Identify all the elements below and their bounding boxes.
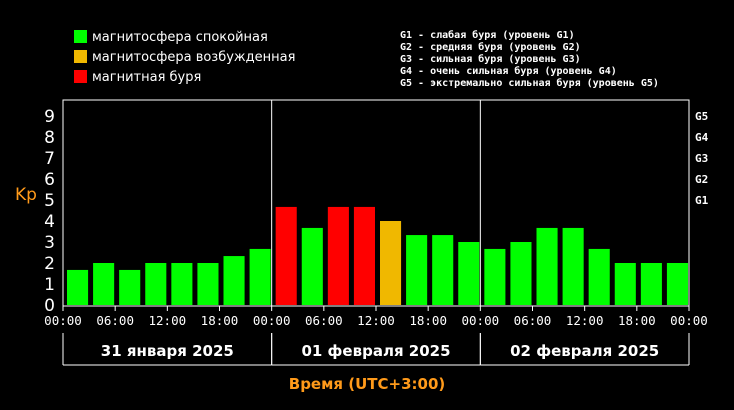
kp-bar (301, 227, 323, 305)
kp-bar (380, 221, 402, 305)
kp-bar (145, 263, 167, 305)
x-ticks: 00:00 06:00 12:00 18:00 00:00 06:00 12:00 18:00… (44, 306, 708, 328)
kp-index-chart: магнитосфера спокойная магнитосфера возб… (15, 29, 709, 393)
y-tick-label: 3 (44, 233, 55, 253)
y-axis-label: Kp (15, 185, 37, 205)
x-tick-label: 06:00 (96, 313, 134, 328)
y-tick-label: 4 (44, 212, 55, 232)
y-tick-label: 1 (44, 275, 55, 295)
x-tick-label: 18:00 (409, 313, 447, 328)
g-scale-g4: G4 - очень сильная буря (уровень G4) (400, 65, 617, 77)
day-label: 01 февраля 2025 (301, 342, 450, 360)
kp-bar (562, 227, 584, 305)
x-axis-label: Время (UTC+3:00) (289, 375, 445, 393)
x-tick-label: 00:00 (44, 313, 82, 328)
y-tick-label: 8 (44, 128, 55, 148)
g-level-label-g2: G2 (695, 173, 708, 186)
day-label: 31 января 2025 (101, 342, 234, 360)
y-tick-label: 5 (44, 191, 55, 211)
x-tick-label: 00:00 (670, 313, 708, 328)
g-level-label-g3: G3 (695, 152, 708, 165)
legend-swatch-quiet (74, 30, 87, 43)
kp-bar (353, 206, 375, 305)
day-dividers (271, 100, 481, 306)
kp-bar (666, 263, 688, 305)
g-scale-g3: G3 - сильная буря (уровень G3) (400, 53, 581, 65)
day-brackets: 31 января 2025 01 февраля 2025 02 февраля … (62, 333, 690, 366)
g-scale-g1: G1 - слабая буря (уровень G1) (400, 29, 575, 41)
kp-bar (510, 242, 532, 305)
kp-bar (484, 248, 506, 305)
legend-label-quiet: магнитосфера спокойная (92, 30, 268, 45)
x-tick-label: 12:00 (357, 313, 395, 328)
kp-bar (614, 263, 636, 305)
day-label: 02 февраля 2025 (510, 342, 659, 360)
legend: магнитосфера спокойная магнитосфера возб… (74, 30, 295, 85)
kp-bar (67, 269, 89, 305)
x-tick-label: 12:00 (149, 313, 187, 328)
legend-label-storm: магнитная буря (92, 70, 201, 85)
kp-bar (588, 248, 610, 305)
kp-bar (249, 248, 271, 305)
kp-bar (171, 263, 193, 305)
g-scale-g5: G5 - экстремально сильная буря (уровень … (400, 77, 659, 89)
x-tick-label: 18:00 (618, 313, 656, 328)
kp-bar (432, 235, 454, 305)
kp-bar (223, 256, 245, 305)
kp-bar (275, 206, 297, 305)
x-tick-label: 00:00 (253, 313, 291, 328)
legend-swatch-storm (74, 70, 87, 83)
kp-bar (406, 235, 428, 305)
kp-bar (119, 269, 141, 305)
g-level-ticks: G1 G2 G3 G4 G5 (695, 110, 709, 207)
kp-bar (536, 227, 558, 305)
kp-bar (93, 263, 115, 305)
y-tick-label: 2 (44, 254, 55, 274)
kp-bar (197, 263, 219, 305)
g-level-label-g5: G5 (695, 110, 708, 123)
g-level-label-g4: G4 (695, 131, 709, 144)
x-tick-label: 00:00 (462, 313, 500, 328)
x-tick-label: 18:00 (201, 313, 239, 328)
kp-chart-svg: магнитосфера спокойная магнитосфера возб… (15, 29, 709, 393)
y-tick-label: 6 (44, 170, 55, 190)
bars (67, 206, 688, 305)
kp-bar (458, 242, 480, 305)
y-tick-label: 0 (44, 296, 55, 316)
legend-swatch-active (74, 50, 87, 63)
legend-label-active: магнитосфера возбужденная (92, 50, 295, 65)
kp-bar (640, 263, 662, 305)
g-scale-legend: G1 - слабая буря (уровень G1) G2 - средн… (400, 29, 659, 89)
kp-bar (327, 206, 349, 305)
x-tick-label: 06:00 (514, 313, 552, 328)
y-tick-label: 7 (44, 149, 55, 169)
y-tick-label: 9 (44, 107, 55, 127)
g-scale-g2: G2 - средняя буря (уровень G2) (400, 41, 581, 53)
x-tick-label: 06:00 (305, 313, 343, 328)
x-tick-label: 12:00 (566, 313, 604, 328)
g-level-label-g1: G1 (695, 194, 709, 207)
